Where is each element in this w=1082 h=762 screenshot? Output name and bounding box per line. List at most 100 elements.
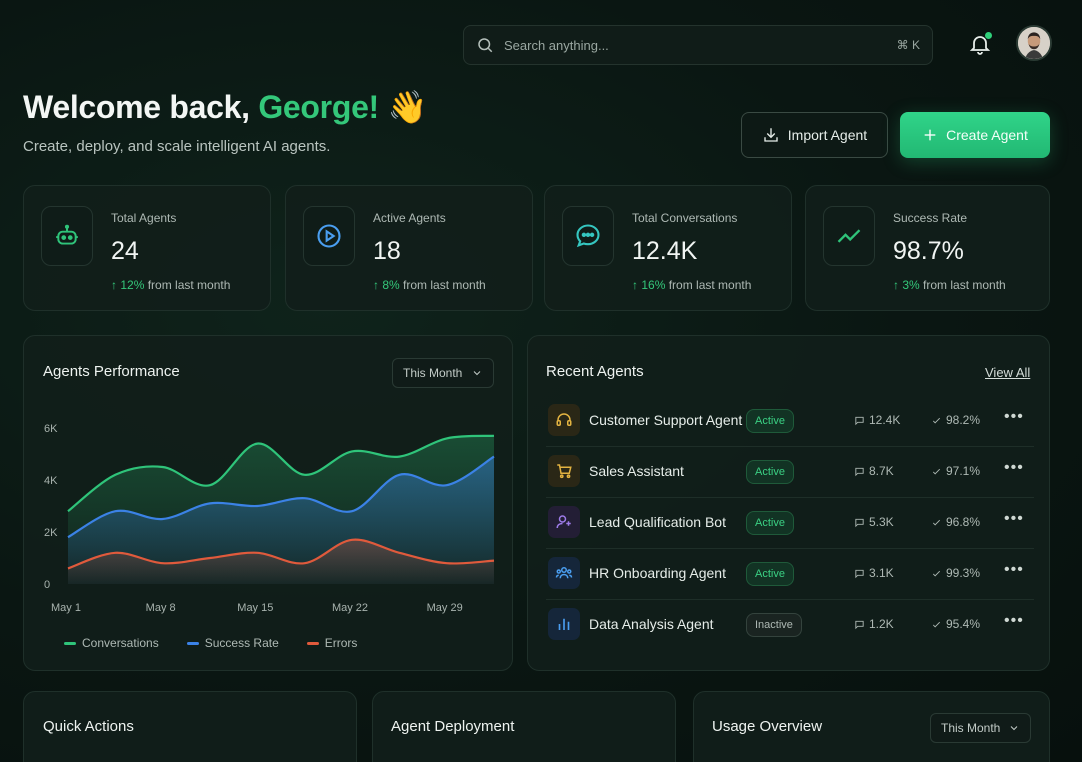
stat-value: 98.7%: [893, 237, 964, 265]
conversation-count: 5.3K: [869, 515, 894, 529]
search-input[interactable]: [504, 37, 897, 53]
x-tick-label: May 1: [51, 602, 81, 614]
success-icon: [932, 417, 941, 423]
agent-name: HR Onboarding Agent: [589, 565, 726, 581]
avatar[interactable]: [1016, 25, 1052, 61]
y-tick-label: 2K: [44, 527, 58, 539]
success-rate: 95.4%: [946, 617, 981, 631]
stat-label: Active Agents: [373, 211, 446, 225]
page-subtitle: Create, deploy, and scale intelligent AI…: [23, 138, 331, 155]
status-badge: Active: [746, 511, 794, 535]
success-icon: [932, 468, 941, 474]
notification-dot: [985, 32, 992, 39]
stat-delta: ↑ 12% from last month: [111, 278, 231, 292]
success-icon: [932, 519, 941, 525]
agent-deployment-card: Agent Deployment: [372, 691, 676, 762]
card-title: Agent Deployment: [391, 718, 515, 735]
success-rate: 96.8%: [946, 515, 981, 529]
more-options-button[interactable]: •••: [1004, 459, 1024, 476]
conversation-count: 12.4K: [869, 413, 901, 427]
headset-icon: [556, 413, 572, 426]
import-icon: [764, 128, 778, 142]
chat-icon: [576, 224, 600, 248]
series-area-errors: [68, 539, 494, 584]
success-icon: [932, 621, 941, 627]
range-dropdown[interactable]: This Month: [392, 358, 494, 388]
message-icon: [855, 467, 864, 476]
table-row[interactable]: Data Analysis Agent Inactive 1.2K 95.4% …: [546, 600, 1034, 651]
range-dropdown[interactable]: This Month: [930, 713, 1031, 743]
bell-icon: [969, 36, 991, 55]
usage-overview-card: Usage Overview This Month: [693, 691, 1050, 762]
more-options-button[interactable]: •••: [1004, 408, 1024, 425]
table-row[interactable]: Sales Assistant Active 8.7K 97.1% •••: [546, 447, 1034, 498]
recent-agents-card: Recent Agents View All Customer Support …: [527, 335, 1050, 671]
agent-name: Lead Qualification Bot: [589, 514, 726, 530]
user-plus-icon: [556, 515, 571, 529]
x-tick-label: May 22: [332, 602, 368, 614]
create-agent-button[interactable]: Create Agent: [900, 112, 1050, 158]
x-tick-label: May 29: [427, 602, 463, 614]
y-tick-label: 6K: [44, 423, 58, 435]
view-all-link[interactable]: View All: [985, 365, 1031, 380]
notifications-button[interactable]: [968, 32, 992, 56]
table-row[interactable]: HR Onboarding Agent Active 3.1K 99.3% ••…: [546, 549, 1034, 600]
stat-value: 24: [111, 237, 139, 265]
stat-value: 12.4K: [632, 237, 698, 265]
success-icon: [932, 570, 941, 576]
agent-name: Customer Support Agent: [589, 412, 743, 428]
card-title: Quick Actions: [43, 718, 134, 735]
quick-actions-card: Quick Actions: [23, 691, 357, 762]
stat-delta: ↑ 16% from last month: [632, 278, 752, 292]
more-options-button[interactable]: •••: [1004, 510, 1024, 527]
legend-item: Success Rate: [186, 636, 279, 650]
table-row[interactable]: Customer Support Agent Active 12.4K 98.2…: [546, 396, 1034, 447]
success-rate: 97.1%: [946, 464, 981, 478]
status-badge: Active: [746, 562, 794, 586]
search-bar[interactable]: ⌘ K: [463, 25, 933, 65]
series-line-errors: [67, 538, 495, 570]
success-rate: 98.2%: [946, 413, 981, 427]
stat-delta: ↑ 3% from last month: [893, 278, 1006, 292]
legend-item: Errors: [306, 636, 357, 650]
stat-label: Total Conversations: [632, 211, 738, 225]
y-tick-label: 4K: [44, 475, 58, 487]
message-icon: [855, 620, 864, 629]
status-badge: Active: [746, 409, 794, 433]
agent-name: Sales Assistant: [589, 463, 684, 479]
x-tick-label: May 8: [146, 602, 176, 614]
agent-name: Data Analysis Agent: [589, 616, 714, 632]
chevron-down-icon: [473, 371, 481, 376]
import-agent-button[interactable]: Import Agent: [741, 112, 888, 158]
y-tick-label: 0: [44, 579, 50, 591]
user-name: George!: [258, 89, 379, 125]
stat-delta: ↑ 8% from last month: [373, 278, 486, 292]
message-icon: [855, 416, 864, 425]
series-line-conversations: [67, 434, 495, 513]
conversation-count: 8.7K: [869, 464, 894, 478]
message-icon: [855, 569, 864, 578]
search-shortcut: ⌘ K: [896, 38, 920, 52]
more-options-button[interactable]: •••: [1004, 612, 1024, 629]
trend-icon: [837, 229, 861, 243]
play-icon: [317, 224, 341, 248]
legend-item: Conversations: [64, 636, 159, 650]
status-badge: Active: [746, 460, 794, 484]
card-title: Agents Performance: [43, 363, 180, 380]
table-row[interactable]: Lead Qualification Bot Active 5.3K 96.8%…: [546, 498, 1034, 549]
top-bar: ⌘ K: [0, 0, 1082, 90]
more-options-button[interactable]: •••: [1004, 561, 1024, 578]
stat-value: 18: [373, 237, 401, 265]
card-title: Recent Agents: [546, 363, 644, 380]
wave-emoji: 👋: [387, 89, 428, 125]
avatar-image: [1018, 27, 1050, 59]
stat-card-active-agents: Active Agents 18 ↑ 8% from last month: [285, 185, 533, 311]
cart-icon: [557, 464, 572, 479]
team-icon: [555, 567, 573, 579]
chart-legend: Conversations Success Rate Errors: [64, 636, 357, 650]
bar-chart-icon: [558, 618, 570, 630]
card-title: Usage Overview: [712, 718, 823, 735]
welcome-section: Welcome back, George! 👋 Create, deploy, …: [23, 88, 427, 155]
chevron-down-icon: [1010, 726, 1018, 731]
conversation-count: 1.2K: [869, 617, 894, 631]
